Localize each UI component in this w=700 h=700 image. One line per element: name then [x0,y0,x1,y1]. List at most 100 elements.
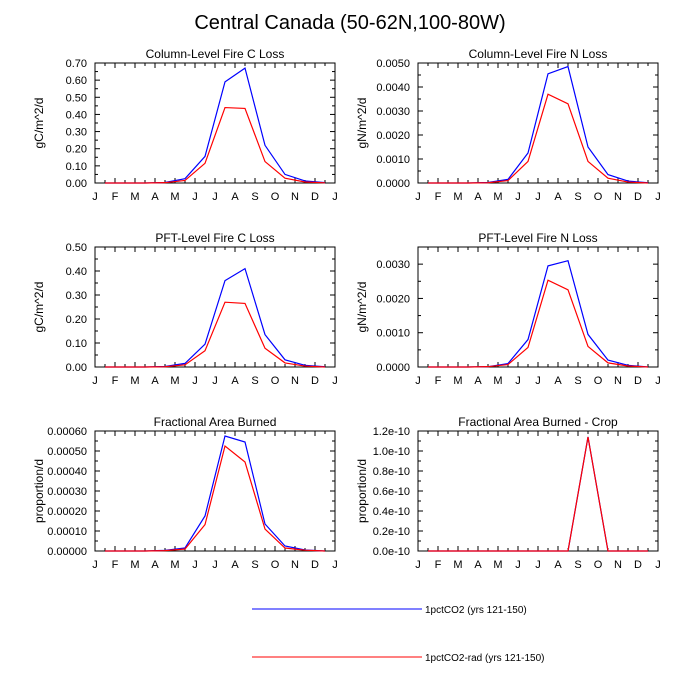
y-tick-label: 0.20 [66,144,87,156]
x-tick-label: J [92,191,98,203]
x-tick-label: J [192,559,198,571]
x-tick-label: J [92,375,98,387]
x-tick-label: A [231,375,239,387]
x-tick-label: M [453,191,462,203]
x-tick-label: F [435,559,442,571]
plot-frame [94,430,336,552]
panel-title: Fractional Area Burned - Crop [458,415,618,429]
y-tick-label: 0.00 [66,362,87,374]
y-tick-label: 0.30 [66,127,87,139]
x-tick-label: N [291,375,299,387]
y-tick-label: 0.10 [66,161,87,173]
y-tick-label: 0.40 [66,109,87,121]
y-axis-label: gC/m^2/d [32,98,46,149]
x-tick-label: D [634,375,642,387]
x-tick-label: J [415,375,421,387]
y-tick-label: 0.00010 [47,526,87,538]
x-tick-label: O [594,375,603,387]
plot-frame [417,430,659,552]
x-tick-label: J [515,375,521,387]
y-tick-label: 0.0000 [376,178,410,190]
y-tick-label: 0.00050 [47,446,87,458]
x-tick-label: S [251,191,258,203]
x-tick-label: A [474,191,482,203]
x-tick-label: M [493,375,502,387]
x-tick-label: M [170,559,179,571]
x-tick-label: O [271,191,280,203]
x-tick-label: S [251,559,258,571]
y-tick-label: 0.0030 [376,106,410,118]
y-tick-label: 0.0020 [376,293,410,305]
x-tick-label: O [271,375,280,387]
x-tick-label: J [332,375,338,387]
x-tick-label: D [311,559,319,571]
x-tick-label: F [112,375,119,387]
series-line-blue [428,436,648,552]
plot-frame [417,62,659,184]
x-tick-label: J [212,375,218,387]
x-tick-label: N [291,559,299,571]
panel-title: Fractional Area Burned [154,415,277,429]
x-tick-label: F [435,375,442,387]
y-tick-label: 0.4e-10 [373,506,410,518]
x-tick-label: M [170,191,179,203]
panel-title: PFT-Level Fire N Loss [478,231,597,245]
x-tick-label: J [332,191,338,203]
series-line-red [105,444,326,552]
y-tick-label: 0.00030 [47,486,87,498]
y-tick-label: 0.50 [66,242,87,254]
y-tick-label: 0.60 [66,75,87,87]
panel-title: Column-Level Fire C Loss [146,47,285,61]
y-axis-label: gN/m^2/d [355,98,369,149]
x-tick-label: S [574,375,581,387]
x-tick-label: D [634,191,642,203]
figure-title: Central Canada (50-62N,100-80W) [194,12,506,34]
panel-title: PFT-Level Fire C Loss [155,231,274,245]
x-tick-label: N [614,375,622,387]
x-tick-label: J [415,559,421,571]
series-line-blue [105,67,326,184]
x-tick-label: J [192,191,198,203]
x-tick-label: S [574,559,581,571]
y-axis-label: gN/m^2/d [355,282,369,333]
y-tick-label: 0.0030 [376,259,410,271]
x-tick-label: A [151,191,159,203]
y-tick-label: 0.0050 [376,58,410,70]
plot-frame [94,246,336,368]
x-tick-label: F [112,191,119,203]
x-tick-label: O [271,559,280,571]
series-line-red [428,93,649,184]
x-tick-label: D [311,191,319,203]
y-tick-label: 0.00000 [47,546,87,558]
x-tick-label: J [415,191,421,203]
y-tick-label: 0.70 [66,58,87,70]
x-tick-label: N [614,191,622,203]
x-tick-label: J [655,375,661,387]
x-tick-label: S [251,375,258,387]
series-line-blue [428,65,649,184]
y-tick-label: 0.20 [66,314,87,326]
plot-frame [417,246,659,368]
x-tick-label: F [435,191,442,203]
x-tick-label: J [535,559,541,571]
x-tick-label: J [535,191,541,203]
x-tick-label: A [231,191,239,203]
x-tick-label: A [151,559,159,571]
x-tick-label: J [332,559,338,571]
x-tick-label: M [130,375,139,387]
x-tick-label: F [112,559,119,571]
x-tick-label: A [151,375,159,387]
y-tick-label: 0.0000 [376,362,410,374]
y-tick-label: 0.6e-10 [373,486,410,498]
x-tick-label: J [655,191,661,203]
series-line-red [428,436,648,552]
y-tick-label: 0.00020 [47,506,87,518]
x-tick-label: O [594,191,603,203]
